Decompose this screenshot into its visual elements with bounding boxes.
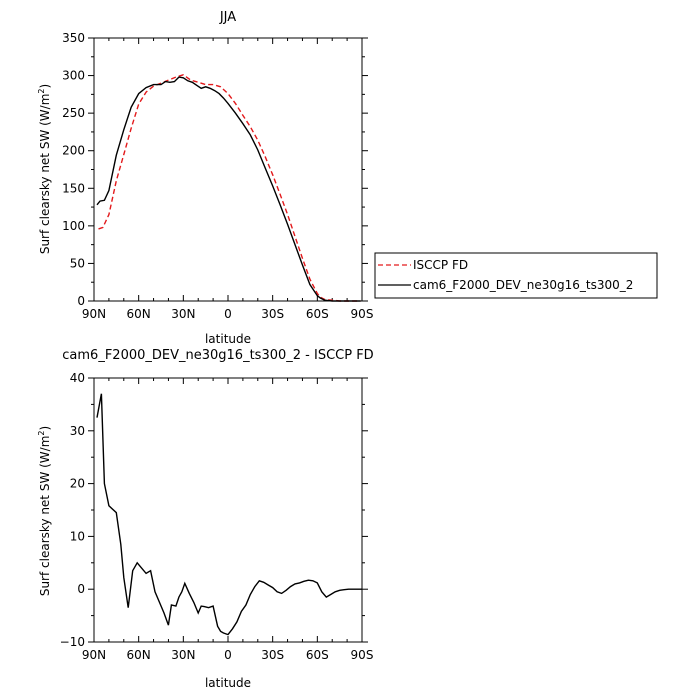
top-chart-x-tick-label: 90N [82, 307, 106, 321]
svg-text:Surf clearsky net SW (W/m2): Surf clearsky net SW (W/m2) [37, 426, 52, 596]
top-chart-x-tick-label: 30S [261, 307, 284, 321]
top-chart-y-tick-label: 250 [62, 106, 85, 120]
top-chart-title: JJA [219, 10, 236, 25]
bottom-chart-title: cam6_F2000_DEV_ne30g16_ts300_2 - ISCCP F… [62, 348, 373, 363]
bottom-chart-y-tick-label: 30 [70, 424, 85, 438]
top-chart-x-tick-label: 0 [224, 307, 232, 321]
svg-text:Surf clearsky net SW (W/m2): Surf clearsky net SW (W/m2) [37, 84, 52, 254]
top-chart-y-tick-label: 300 [62, 69, 85, 83]
top-chart-x-tick-label: 60N [127, 307, 151, 321]
bottom-chart-y-tick-label: −10 [60, 635, 85, 649]
bottom-chart-series-line-1 [96, 393, 362, 636]
bottom-chart-x-axis-label: latitude [205, 676, 251, 690]
top-chart-x-axis-label: latitude [205, 332, 251, 346]
top-chart-y-tick-label: 150 [62, 181, 85, 195]
top-chart-y-tick-label: 350 [62, 31, 85, 45]
top-chart-x-tick-label: 60S [306, 307, 329, 321]
top-chart-x-tick-label: 30N [171, 307, 195, 321]
bottom-chart-x-tick-label: 30S [261, 648, 284, 662]
bottom-panel: cam6_F2000_DEV_ne30g16_ts300_2 - ISCCP F… [37, 348, 374, 690]
top-chart-y-tick-label: 0 [77, 294, 85, 308]
bottom-chart-x-tick-label: 60S [306, 648, 329, 662]
top-chart-series-line-2 [96, 76, 361, 302]
top-chart-y-tick-label: 50 [70, 256, 85, 270]
bottom-chart-x-tick-label: 90N [82, 648, 106, 662]
bottom-chart-y-tick-label: 10 [70, 529, 85, 543]
bottom-chart-y-axis-label: Surf clearsky net SW (W/m2) [37, 426, 52, 596]
bottom-chart-x-tick-label: 60N [127, 648, 151, 662]
legend-box [374, 252, 658, 299]
bottom-chart-y-tick-label: 40 [70, 371, 85, 385]
bottom-chart-y-tick-label: 0 [77, 582, 85, 596]
bottom-chart-x-tick-label: 0 [224, 648, 232, 662]
top-chart-series-line-1 [98, 74, 361, 302]
top-chart-x-tick-label: 90S [351, 307, 374, 321]
bottom-chart-x-tick-label: 90S [351, 648, 374, 662]
top-chart-y-axis-label: Surf clearsky net SW (W/m2) [37, 84, 52, 254]
bottom-chart-y-tick-label: 20 [70, 477, 85, 491]
legend-label-cam6: cam6_F2000_DEV_ne30g16_ts300_2 [413, 278, 633, 292]
bottom-chart-plot-frame [93, 377, 363, 643]
top-chart-y-tick-label: 100 [62, 219, 85, 233]
legend-label-isccp-fd: ISCCP FD [413, 258, 468, 272]
top-chart-y-tick-label: 200 [62, 144, 85, 158]
legend: ISCCP FD cam6_F2000_DEV_ne30g16_ts300_2 [374, 252, 658, 299]
top-chart-plot-frame [93, 37, 363, 302]
top-panel: JJA Surf clearsky net SW (W/m2) latitude… [37, 10, 658, 346]
bottom-chart-x-tick-label: 30N [171, 648, 195, 662]
